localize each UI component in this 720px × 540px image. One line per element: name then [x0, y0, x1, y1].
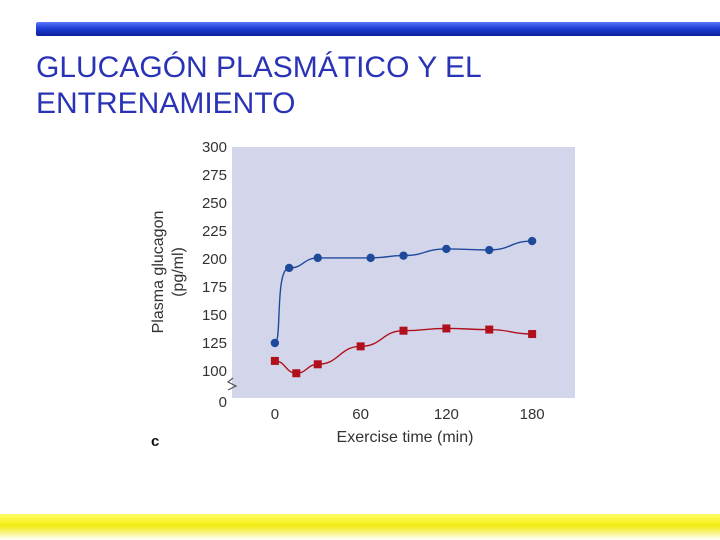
y-axis-label-line-1: Plasma glucagon	[150, 211, 167, 334]
plot-background	[232, 147, 575, 398]
data-point-square	[292, 369, 301, 378]
data-point-square	[399, 326, 408, 335]
data-point-circle	[399, 251, 408, 260]
y-tick-label: 175	[202, 279, 227, 296]
x-tick-label: 120	[434, 406, 459, 423]
data-point-square	[313, 360, 322, 369]
data-point-circle	[485, 245, 494, 255]
data-point-square	[442, 324, 451, 333]
data-point-circle	[313, 253, 322, 263]
data-point-circle	[442, 244, 451, 254]
x-tick-label: 0	[271, 406, 279, 423]
y-tick-label: 225	[202, 223, 227, 240]
data-point-square	[270, 356, 279, 365]
top-accent-bar	[36, 22, 720, 36]
y-tick-label: 125	[202, 335, 227, 352]
y-tick-label: 300	[202, 139, 227, 156]
data-point-square	[528, 330, 537, 339]
y-tick-label: 150	[202, 307, 227, 324]
data-point-square	[356, 342, 365, 351]
y-tick-labels: 100 125 150 175 200 225 250 275 300	[202, 139, 227, 380]
data-point-circle	[527, 236, 537, 246]
bottom-accent-bar	[0, 514, 720, 540]
data-point-square	[485, 325, 494, 334]
axis-break-mark	[226, 377, 238, 391]
y-tick-label: 200	[202, 251, 227, 268]
y-tick-label: 100	[202, 363, 227, 380]
y-tick-label: 275	[202, 167, 227, 184]
x-axis-label: Exercise time (min)	[337, 429, 474, 446]
y-tick-label: 250	[202, 195, 227, 212]
slide-title: GLUCAGÓN PLASMÁTICO Y EL ENTRENAMIENTO	[36, 50, 676, 122]
series-markers	[270, 236, 537, 378]
x-tick-label: 180	[520, 406, 545, 423]
data-point-circle	[366, 253, 375, 263]
slide-title-line-1: GLUCAGÓN PLASMÁTICO Y EL	[36, 51, 482, 84]
panel-letter: c	[151, 433, 159, 450]
slide-title-line-2: ENTRENAMIENTO	[36, 87, 296, 120]
data-point-circle	[284, 263, 294, 273]
data-point-circle	[270, 338, 280, 348]
y-tick-label-zero: 0	[219, 394, 227, 411]
x-tick-label: 60	[352, 406, 369, 423]
y-axis-label-line-2: (pg/ml)	[170, 247, 187, 297]
x-tick-labels: 0 60 120 180	[271, 406, 545, 423]
